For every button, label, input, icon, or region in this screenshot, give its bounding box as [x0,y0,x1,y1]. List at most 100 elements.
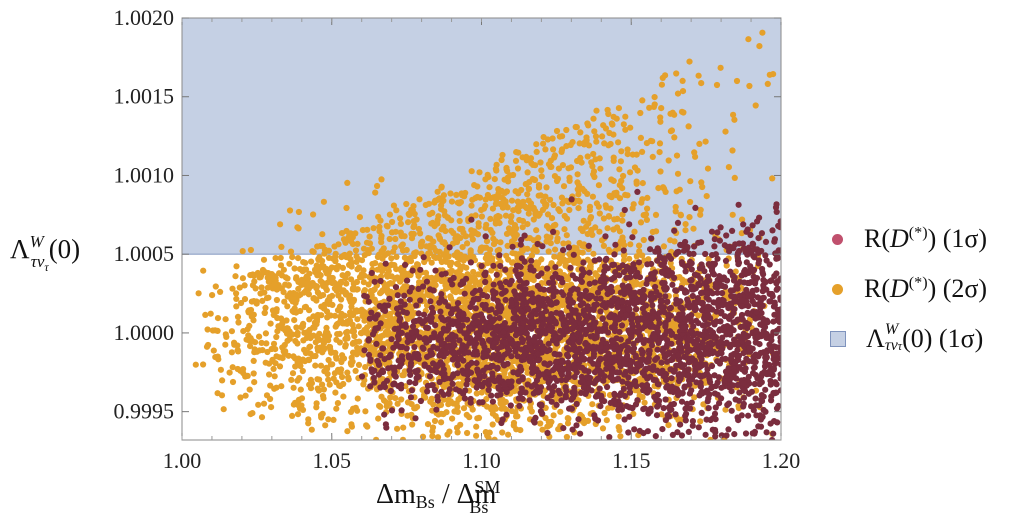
point-1sigma [406,296,413,303]
point-2sigma [630,201,637,208]
point-2sigma [297,386,304,393]
point-2sigma [308,380,315,387]
point-2sigma [312,362,319,369]
point-2sigma [600,242,608,249]
point-2sigma [565,165,572,172]
point-2sigma [699,183,706,191]
point-2sigma [627,241,634,248]
point-2sigma [559,162,567,169]
point-2sigma [593,200,601,207]
point-2sigma [474,231,482,238]
point-2sigma [416,196,423,203]
point-1sigma [528,257,535,264]
point-2sigma [330,416,337,423]
point-2sigma [564,415,571,422]
point-2sigma [204,326,211,333]
point-2sigma [259,347,266,354]
point-1sigma [686,390,694,397]
point-2sigma [274,328,281,335]
point-2sigma [304,279,311,286]
point-2sigma [340,393,347,400]
point-2sigma [618,148,625,155]
point-2sigma [295,292,302,299]
point-1sigma [392,284,400,291]
point-2sigma [372,298,379,305]
point-1sigma [597,308,604,315]
point-2sigma [301,329,308,336]
point-2sigma [341,251,348,259]
point-2sigma [641,399,648,406]
point-2sigma [288,376,295,383]
point-2sigma [604,225,611,232]
point-2sigma [633,253,640,260]
point-2sigma [584,190,591,197]
point-2sigma [268,271,275,278]
point-2sigma [319,381,326,388]
point-2sigma [556,208,563,215]
point-2sigma [434,188,441,195]
point-2sigma [281,298,288,305]
point-2sigma [261,309,268,316]
point-2sigma [555,165,563,172]
point-2sigma [323,364,330,371]
point-2sigma [307,335,314,342]
point-2sigma [314,243,321,250]
point-2sigma [756,43,763,50]
point-2sigma [289,254,296,261]
point-2sigma [260,400,268,407]
point-2sigma [460,229,467,236]
point-2sigma [589,193,597,200]
point-2sigma [622,126,629,133]
point-2sigma [247,343,254,350]
point-2sigma [441,212,449,219]
point-2sigma [360,381,367,388]
point-2sigma [577,225,584,232]
point-2sigma [322,422,329,429]
point-2sigma [306,316,313,323]
point-2sigma [273,353,280,360]
point-2sigma [348,361,355,368]
point-2sigma [752,102,759,109]
point-2sigma [498,194,505,201]
point-2sigma [390,248,397,255]
point-2sigma [533,227,540,234]
point-2sigma [486,429,493,436]
point-2sigma [361,287,368,294]
point-2sigma [257,290,264,297]
point-2sigma [454,199,461,206]
point-2sigma [222,331,229,338]
point-2sigma [308,426,315,433]
point-1sigma [668,375,675,382]
point-2sigma [273,296,280,304]
point-2sigma [695,72,702,79]
point-2sigma [631,228,638,235]
point-2sigma [564,420,572,427]
point-2sigma [352,247,360,254]
point-2sigma [370,225,377,232]
point-2sigma [615,105,623,112]
point-2sigma [602,202,609,209]
point-2sigma [569,139,576,146]
point-2sigma [538,167,545,174]
point-2sigma [291,317,298,324]
point-2sigma [339,373,346,381]
point-2sigma [592,224,599,231]
point-2sigma [439,198,446,205]
point-2sigma [487,215,494,222]
point-2sigma [533,148,540,155]
point-2sigma [466,283,473,290]
point-2sigma [331,312,339,319]
point-2sigma [392,235,399,243]
point-2sigma [545,423,552,430]
point-2sigma [482,202,489,209]
point-2sigma [607,140,614,148]
point-2sigma [556,268,564,275]
point-2sigma [214,390,221,397]
point-2sigma [316,330,323,337]
point-2sigma [315,387,323,394]
point-2sigma [278,243,285,250]
point-2sigma [360,267,367,274]
point-2sigma [432,254,439,261]
point-2sigma [490,241,498,248]
point-2sigma [326,381,333,388]
